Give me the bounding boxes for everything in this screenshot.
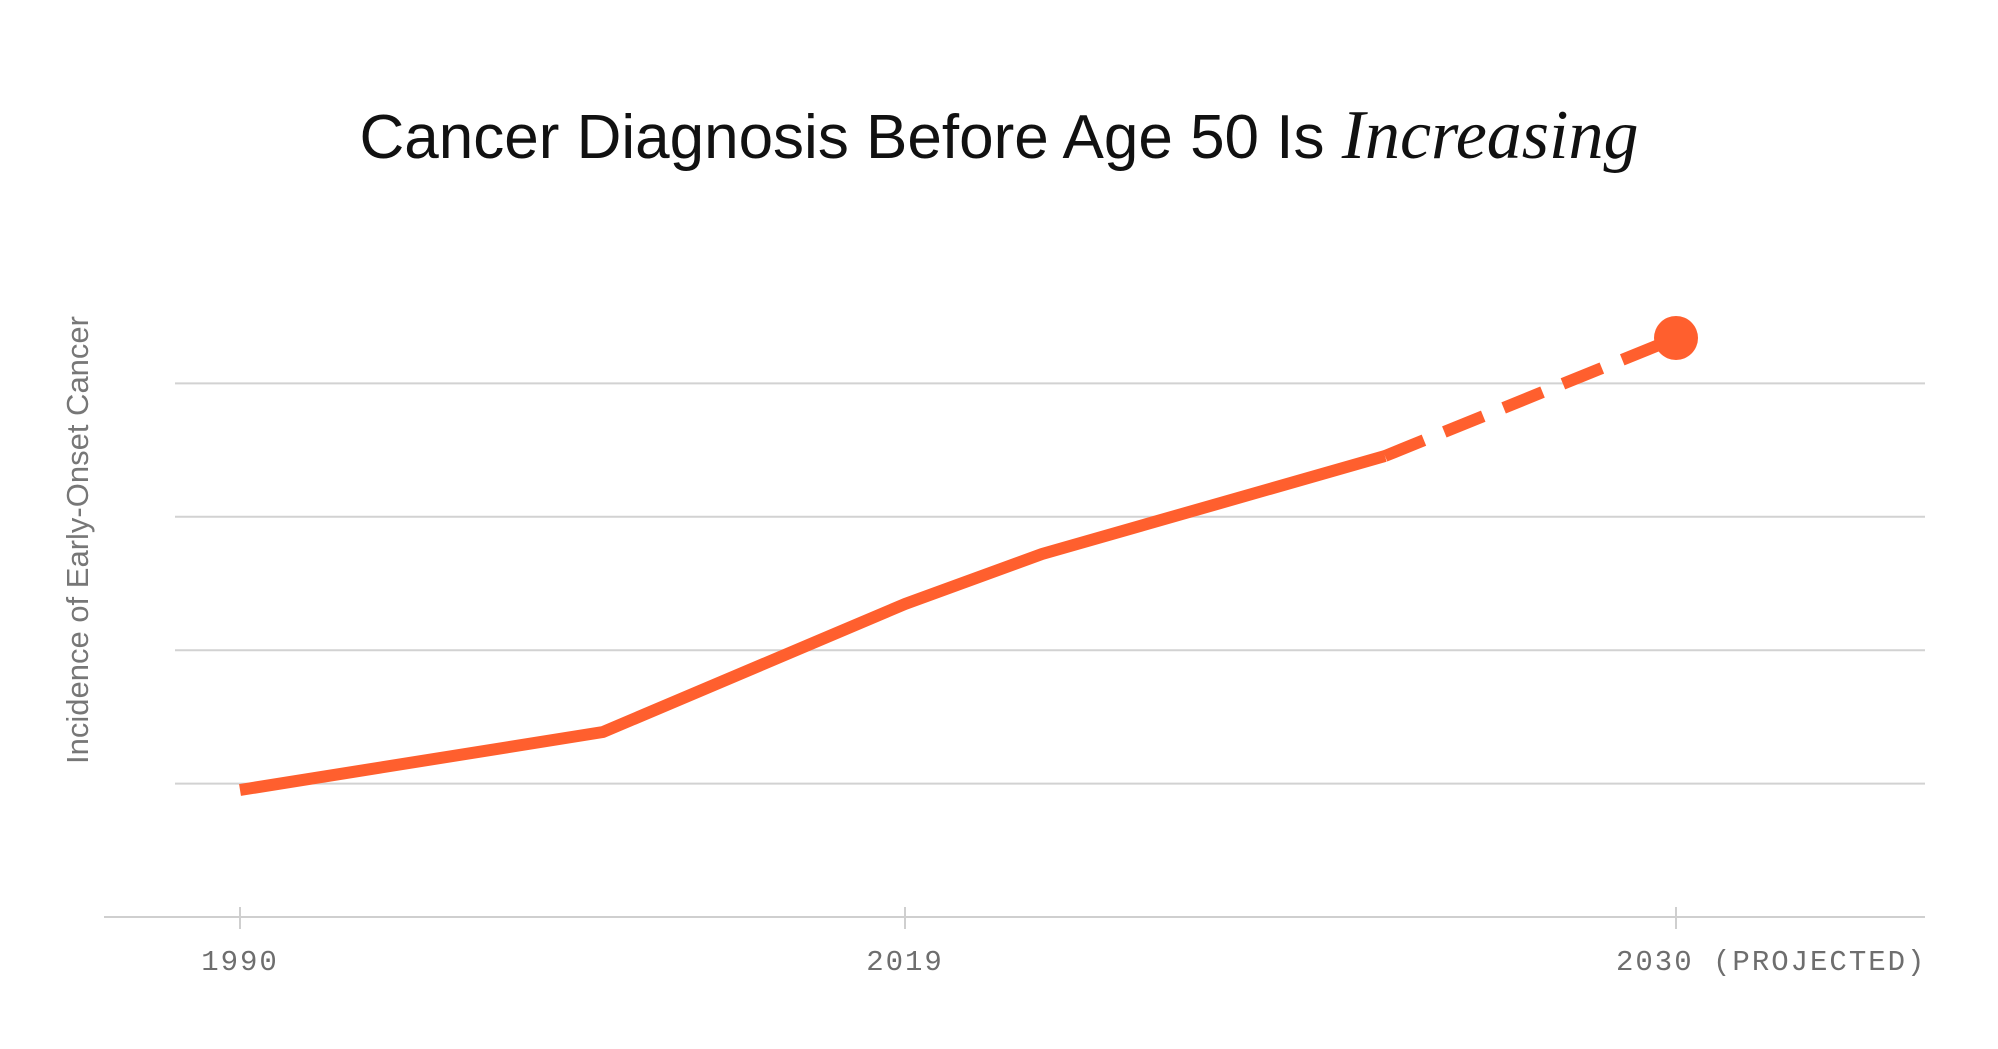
series-observed-line (239, 450, 1387, 796)
data-series (239, 316, 1698, 796)
y-gridlines (175, 382, 1925, 785)
svg-text:Cancer Diagnosis Before Age 50: Cancer Diagnosis Before Age 50 Is Increa… (359, 97, 1638, 174)
x-axis-ticks (239, 907, 1677, 929)
series-projected-point-2030 (1654, 316, 1698, 360)
x-tick-label-2030-projected-: 2030 (PROJECTED) (1616, 946, 1926, 979)
series-projected-line (1382, 332, 1679, 462)
chart-title: Cancer Diagnosis Before Age 50 Is Increa… (359, 97, 1638, 174)
chart-title-emphasis: Increasing (1341, 97, 1639, 174)
x-tick-label-2019: 2019 (866, 946, 944, 979)
y-axis-label: Incidence of Early-Onset Cancer (60, 316, 95, 764)
x-tick-label-1990: 1990 (201, 946, 279, 979)
x-axis-tick-labels: 1990 2019 2030 (PROJECTED) (201, 946, 1926, 979)
chart-title-plain: Cancer Diagnosis Before Age 50 Is (359, 103, 1341, 172)
